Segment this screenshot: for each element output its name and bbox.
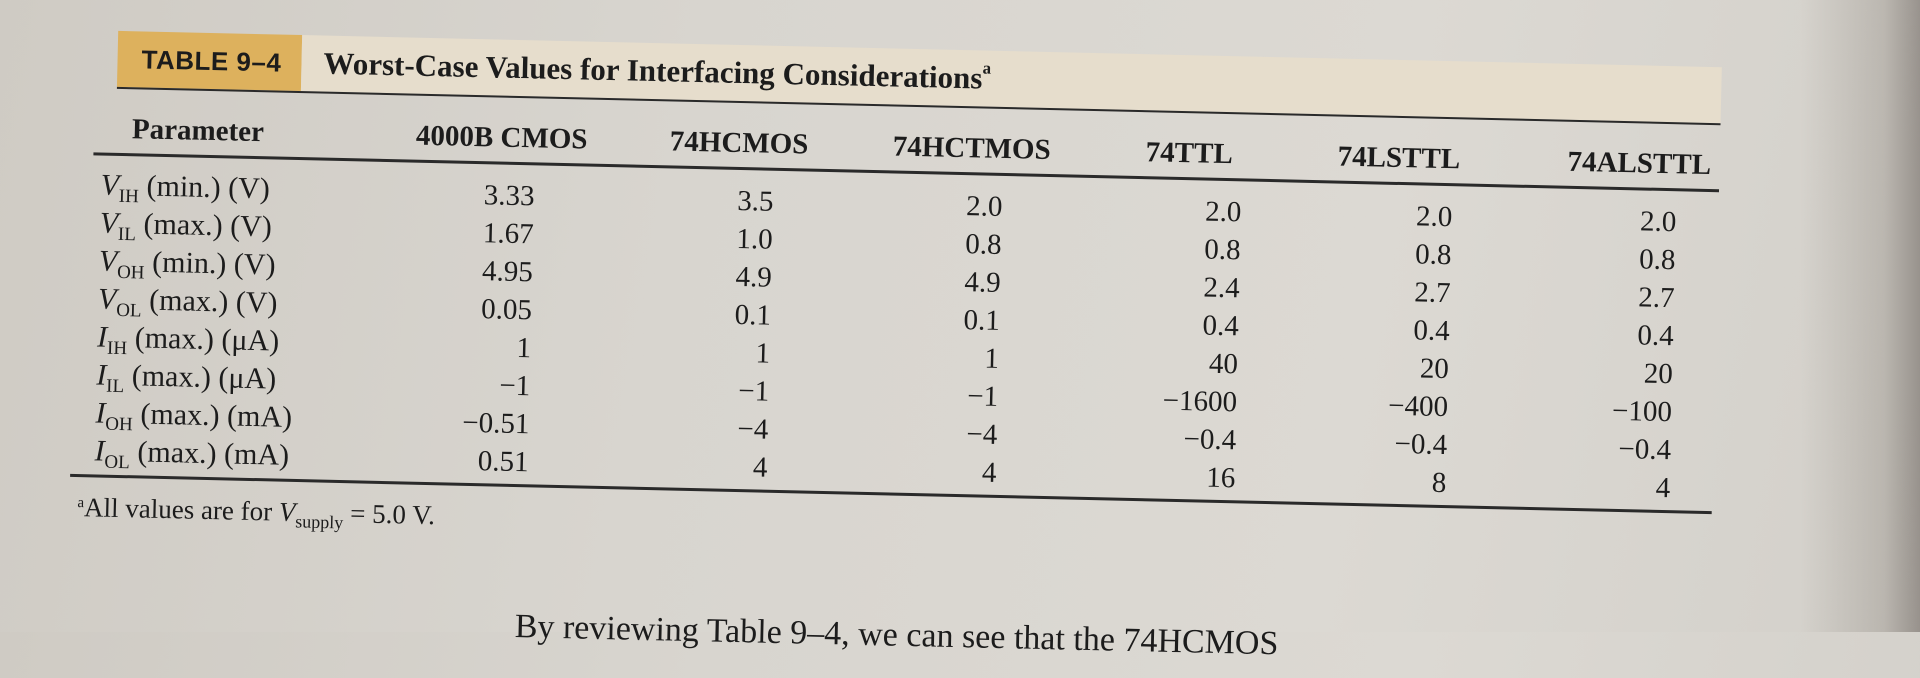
table-cell: 2.0	[1204, 195, 1242, 229]
parameter-subscript: IL	[117, 223, 137, 246]
table-cell: 0.8	[1203, 233, 1241, 267]
parameter-label: VIH (min.) (V)	[100, 169, 270, 212]
table-cell: 3.5	[736, 184, 774, 218]
parameter-subscript: OH	[105, 413, 133, 436]
table-cell: 1.67	[482, 217, 535, 251]
table-cell: −4	[966, 418, 998, 451]
table-cell: 0.51	[477, 445, 529, 479]
table-cell: −1	[737, 375, 770, 408]
table-cell: 2.0	[965, 190, 1003, 223]
param-header: Parameter	[131, 113, 265, 149]
table-cell: 0.4	[1202, 309, 1240, 343]
table-cell: 20	[1643, 357, 1674, 391]
table-cell: 1.0	[736, 222, 774, 256]
parameter-subscript: OL	[104, 451, 130, 474]
table-cell: 2.0	[1639, 205, 1677, 239]
table-cell: 16	[1205, 461, 1236, 495]
table-cell: 40	[1208, 347, 1239, 381]
footnote-mark: a	[77, 495, 85, 512]
table-cell: 1	[516, 331, 532, 365]
footnote-prefix: All values are for	[83, 492, 280, 527]
table-cell: 0.05	[480, 293, 533, 327]
parameter-symbol: V	[97, 282, 117, 316]
table-cell: 4.9	[964, 266, 1002, 299]
table-cell: 4.9	[735, 260, 773, 294]
table-cell: 1	[984, 342, 1000, 375]
page-edge-shadow	[1800, 0, 1920, 632]
parameter-symbol: V	[98, 244, 118, 278]
table-title: Worst-Case Values for Interfacing Consid…	[300, 35, 1722, 124]
parameter-condition: (max.) (V)	[141, 283, 278, 320]
table-cell: 8	[1431, 466, 1447, 500]
table-cell: 1	[755, 337, 771, 370]
table-cell: 0.1	[734, 298, 772, 332]
table-cell: 20	[1419, 352, 1450, 386]
parameter-condition: (max.) (mA)	[132, 397, 293, 434]
table-cell: −1600	[1162, 384, 1238, 419]
column-header: 74HCTMOS	[892, 130, 1052, 167]
parameter-label: IIL (max.) (μA)	[96, 358, 277, 401]
body-text: By reviewing Table 9–4, we can see that …	[514, 608, 1279, 663]
table-cell: 4.95	[481, 255, 534, 289]
table-cell: −1	[966, 380, 999, 413]
table-cell: −0.4	[1394, 427, 1448, 462]
table-cell: −400	[1387, 389, 1449, 424]
table-cell: 0.8	[1638, 243, 1676, 277]
table-label: TABLE 9–4	[116, 30, 303, 92]
table-cell: 0.4	[1413, 314, 1451, 348]
parameter-label: IIH (max.) (μA)	[97, 320, 280, 363]
table-cell: −100	[1611, 394, 1673, 429]
column-header: 74LSTTL	[1337, 140, 1461, 176]
parameter-label: VIL (max.) (V)	[99, 207, 272, 250]
table-cell: 0.8	[964, 228, 1002, 261]
table-cell: −0.51	[461, 406, 530, 441]
parameter-label: IOH (max.) (mA)	[95, 396, 292, 439]
table-cell: 2.7	[1637, 281, 1675, 315]
parameter-condition: (max.) (μA)	[123, 359, 277, 396]
parameter-subscript: OH	[116, 261, 145, 284]
table-cell: 4	[752, 451, 768, 484]
parameter-label: IOL (max.) (mA)	[94, 434, 289, 477]
parameter-label: VOL (max.) (V)	[98, 282, 278, 325]
footnote-suffix: = 5.0 V.	[343, 498, 436, 531]
column-header: 74ALSTTL	[1567, 145, 1712, 182]
table-cell: 2.7	[1414, 276, 1451, 310]
parameter-symbol: V	[99, 206, 119, 240]
parameter-condition: (max.) (mA)	[129, 435, 290, 472]
parameter-condition: (min.) (V)	[144, 245, 276, 282]
table-cell: 0.4	[1637, 319, 1675, 353]
column-header: 74HCMOS	[669, 125, 809, 161]
table-cell: 3.33	[483, 179, 535, 213]
column-header: 4000B CMOS	[415, 119, 588, 156]
table-footnote: aAll values are for Vsupply = 5.0 V.	[77, 492, 435, 535]
parameter-subscript: IH	[106, 337, 128, 360]
parameter-condition: (min.) (V)	[138, 169, 271, 206]
parameter-condition: (max.) (V)	[135, 207, 273, 244]
table-cell: 0.1	[963, 304, 1001, 337]
table-cell: −0.4	[1183, 423, 1237, 457]
parameter-symbol: V	[100, 168, 120, 202]
footnote-subscript: supply	[295, 511, 344, 533]
table-cell: 4	[981, 456, 997, 489]
parameter-condition: (max.) (μA)	[126, 321, 280, 358]
parameter-subscript: IH	[118, 185, 140, 208]
column-header: 74TTL	[1145, 136, 1234, 171]
table-cell: −4	[737, 413, 769, 446]
table-cell: 2.0	[1415, 200, 1453, 234]
parameter-subscript: IL	[105, 375, 125, 398]
table-cell: 0.8	[1414, 238, 1452, 272]
parameter-label: VOH (min.) (V)	[98, 244, 276, 287]
table-label-text: TABLE 9–4	[141, 43, 282, 78]
table-cell: 2.4	[1203, 271, 1241, 305]
table-cell: −0.4	[1618, 433, 1672, 467]
footnote-symbol: V	[278, 496, 296, 528]
table-cell: 4	[1655, 471, 1671, 505]
title-footnote-mark: a	[982, 58, 992, 78]
table-cell: −1	[499, 369, 531, 403]
parameter-subscript: OL	[115, 299, 142, 322]
table-title-text: Worst-Case Values for Interfacing Consid…	[323, 45, 983, 96]
